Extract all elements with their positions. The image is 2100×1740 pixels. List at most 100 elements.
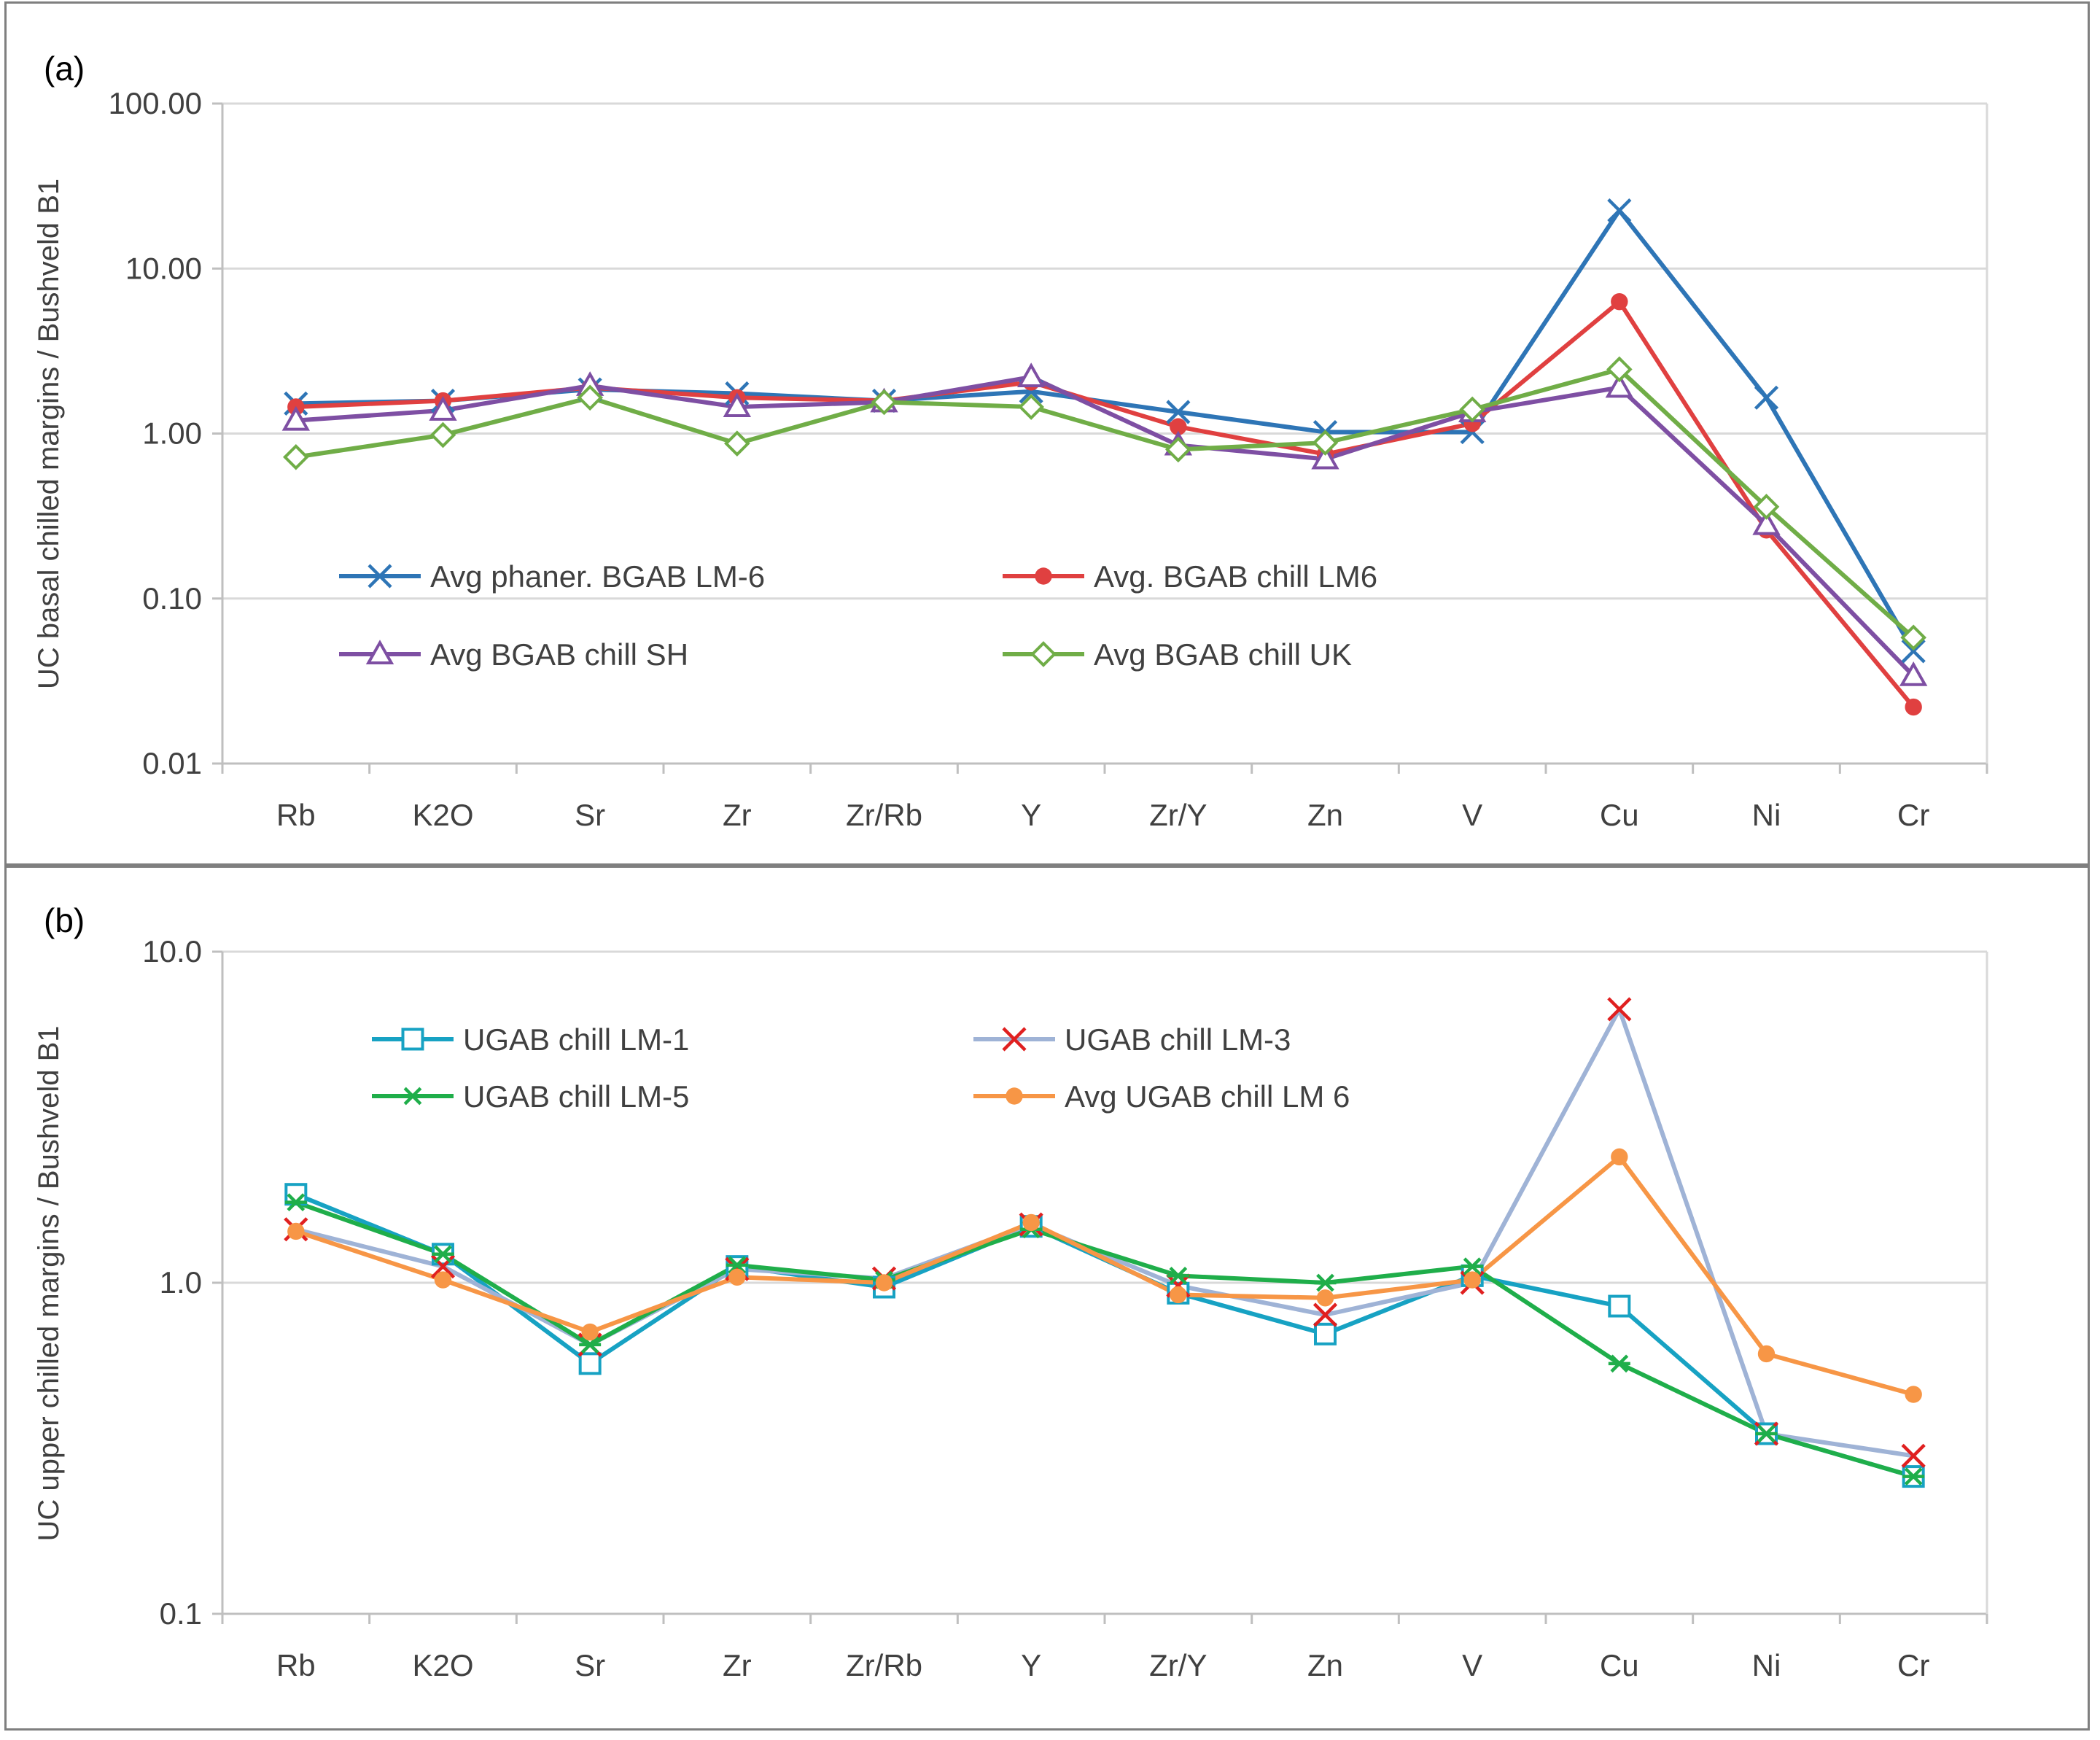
data-point	[429, 422, 456, 448]
legend-label: Avg. BGAB chill LM6	[1094, 559, 1377, 594]
legend-marker	[1006, 1087, 1023, 1105]
data-point	[728, 1268, 746, 1286]
data-point	[1165, 436, 1191, 463]
data-point	[1170, 1286, 1187, 1304]
x-tick-label: Y	[1021, 798, 1041, 832]
x-tick-label: Cu	[1600, 798, 1639, 832]
data-point	[1608, 1294, 1631, 1318]
data-point	[1752, 510, 1781, 535]
panel-label: (a)	[44, 50, 85, 88]
x-tick-label: Cu	[1600, 1648, 1639, 1682]
data-point	[1314, 1322, 1337, 1345]
legend-marker	[365, 640, 394, 664]
y-tick-label: 100.00	[109, 86, 202, 120]
x-tick-label: Zr/Y	[1149, 798, 1207, 832]
data-point	[1459, 396, 1485, 423]
legend-item: Avg UGAB chill LM 6	[973, 1079, 1350, 1114]
y-tick-label: 1.00	[142, 416, 202, 451]
data-point	[1608, 1354, 1630, 1373]
data-point	[287, 1222, 305, 1240]
x-tick-label: Cr	[1897, 798, 1929, 832]
x-tick-label: Ni	[1752, 798, 1781, 832]
data-point	[1611, 1148, 1628, 1166]
x-tick-label: Rb	[276, 1648, 316, 1682]
y-axis-title: UC basal chilled margins / Bushveld B1	[33, 179, 65, 689]
data-point	[1166, 400, 1191, 424]
data-point	[1755, 1424, 1778, 1443]
x-tick-label: Sr	[575, 798, 605, 832]
legend-label: Avg BGAB chill SH	[430, 637, 688, 672]
data-point	[1167, 1266, 1189, 1285]
y-tick-label: 0.01	[142, 746, 202, 780]
data-point	[281, 405, 311, 431]
data-point	[577, 384, 603, 411]
data-point	[283, 443, 309, 470]
chart-a: (a) 0.01 0.10 1.00 10.00 100.00 Rb K2O Sr Zr Zr/Rb…	[33, 50, 1988, 832]
data-point	[1312, 430, 1339, 456]
y-tick-label: 1.0	[160, 1265, 202, 1300]
data-point	[871, 389, 898, 416]
data-point	[1899, 661, 1928, 686]
data-point	[1022, 1213, 1040, 1232]
y-axis-title: UC upper chilled margins / Bushveld B1	[33, 1025, 65, 1541]
legend-label: Avg UGAB chill LM 6	[1065, 1079, 1350, 1114]
legend-marker	[1030, 641, 1057, 667]
x-tick-label: Zn	[1307, 798, 1343, 832]
x-tick-label: V	[1462, 798, 1482, 832]
data-point	[1606, 356, 1633, 383]
data-point	[1611, 292, 1628, 311]
data-point	[429, 396, 457, 421]
legend-item: Avg BGAB chill SH	[339, 637, 688, 672]
data-point	[1901, 639, 1926, 664]
data-point	[1170, 418, 1187, 435]
series-line	[295, 1192, 1915, 1479]
data-point	[1753, 494, 1780, 520]
data-point	[1312, 1302, 1338, 1327]
legend-label: UGAB chill LM-3	[1065, 1022, 1291, 1057]
series-line	[295, 1154, 1914, 1397]
data-point	[284, 1193, 307, 1212]
legend-marker	[402, 1087, 424, 1106]
data-point	[1311, 444, 1339, 470]
x-tick-label: Ni	[1752, 1648, 1781, 1682]
legend-item: UGAB chill LM-1	[372, 1022, 689, 1057]
x-tick-label: Zr/Rb	[846, 1648, 922, 1682]
data-point	[723, 392, 752, 417]
legend-item: Avg BGAB chill UK	[1003, 637, 1352, 672]
x-tick-label: K2O	[412, 1648, 473, 1682]
data-point	[1016, 362, 1046, 388]
x-tick-label: Sr	[575, 1648, 605, 1682]
data-point	[432, 1245, 454, 1264]
data-point	[875, 1274, 893, 1292]
x-tick-label: Zr	[723, 798, 752, 832]
panel-b	[4, 866, 2090, 1731]
data-point	[1607, 198, 1632, 223]
data-point	[1461, 1257, 1484, 1276]
legend-marker	[401, 1028, 424, 1051]
x-tick-label: Zr/Y	[1149, 1648, 1207, 1682]
data-point	[1757, 1345, 1776, 1363]
data-point	[1905, 1386, 1922, 1403]
y-tick-label: 0.1	[160, 1596, 202, 1631]
data-point	[1605, 373, 1634, 398]
legend-label: Avg phaner. BGAB LM-6	[430, 559, 765, 594]
x-tick-label: Zn	[1307, 1648, 1343, 1682]
legend-item: Avg phaner. BGAB LM-6	[339, 559, 765, 594]
legend-label: UGAB chill LM-5	[463, 1079, 689, 1114]
legend-item: Avg. BGAB chill LM6	[1003, 559, 1377, 594]
series-line	[295, 1200, 1915, 1479]
data-point	[1902, 1467, 1925, 1485]
x-tick-label: Cr	[1897, 1648, 1929, 1682]
data-point	[1607, 997, 1632, 1022]
chart-b: (b) 0.1 1.0 10.0 Rb K2O Sr Zr Zr/Rb Y Zr/Y Zn V Cu Ni C…	[33, 901, 1988, 1682]
legend-item: UGAB chill LM-5	[372, 1079, 689, 1114]
data-point	[1463, 1271, 1481, 1289]
y-tick-label: 0.10	[142, 581, 202, 615]
legend-label: UGAB chill LM-1	[463, 1022, 689, 1057]
series-line	[295, 375, 1916, 677]
data-point	[724, 430, 750, 457]
data-point	[434, 1271, 452, 1289]
data-point	[1905, 698, 1922, 716]
x-tick-label: Zr	[723, 1648, 752, 1682]
